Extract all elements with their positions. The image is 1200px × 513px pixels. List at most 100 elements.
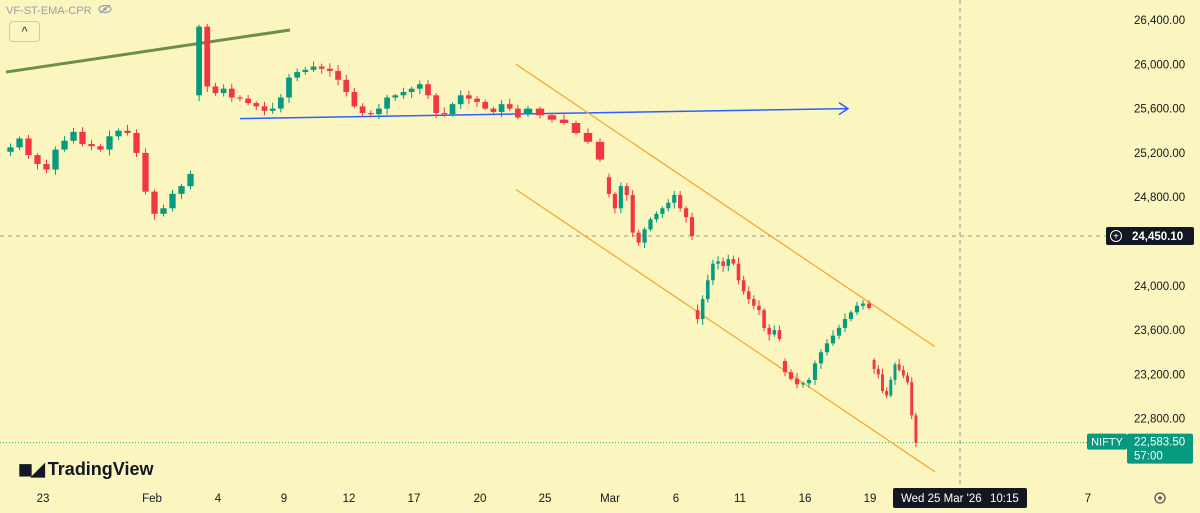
- candle: [612, 192, 617, 214]
- axis-layer: 26,400.00 26,000.00 25,600.00 25,200.00 24,8…: [37, 15, 1186, 505]
- candle: [34, 153, 41, 170]
- candle: [160, 204, 167, 217]
- candle: [490, 106, 497, 114]
- candle: [660, 206, 665, 219]
- indicator-legend[interactable]: VF-ST-EMA-CPR: [6, 4, 112, 17]
- candle-body: [746, 291, 751, 300]
- candle-body: [245, 98, 251, 104]
- candle: [700, 295, 705, 325]
- candle: [901, 365, 905, 379]
- candle-body: [794, 378, 800, 385]
- candle-body: [901, 369, 905, 376]
- candle: [762, 308, 766, 332]
- candle: [433, 93, 440, 119]
- candle: [893, 362, 897, 385]
- candle-body: [812, 363, 818, 380]
- symbol-tag-text: NIFTY: [1091, 437, 1123, 449]
- candle: [124, 124, 131, 136]
- candle: [648, 217, 653, 232]
- candle: [860, 300, 866, 310]
- candle-body: [34, 155, 41, 164]
- candle-body: [376, 108, 382, 115]
- collapse-legend-button[interactable]: ^: [9, 21, 40, 42]
- candle-body: [106, 136, 113, 150]
- candle-body: [806, 379, 812, 384]
- candle: [343, 74, 350, 97]
- ray-arrow-head: [838, 101, 850, 116]
- candle: [169, 189, 176, 212]
- x-axis-tick: 25: [539, 493, 552, 505]
- indicator-name: VF-ST-EMA-CPR: [6, 4, 92, 17]
- candle-body: [335, 70, 341, 80]
- candle-body: [788, 372, 794, 379]
- candle-body: [169, 193, 176, 209]
- candle: [204, 23, 211, 93]
- crosshair-price-bg: [1106, 226, 1194, 245]
- y-axis-tick: 25,600.00: [1134, 104, 1185, 116]
- candle: [449, 102, 456, 117]
- tradingview-logo[interactable]: ◼◢ TradingView: [18, 459, 154, 480]
- candle: [757, 300, 761, 316]
- candle-body: [277, 97, 284, 109]
- eye-off-icon[interactable]: [97, 4, 112, 17]
- candle-body: [866, 303, 872, 308]
- candle-body: [457, 95, 464, 105]
- candle: [286, 73, 292, 103]
- candle-body: [914, 415, 918, 443]
- candle-body: [178, 186, 185, 194]
- candle: [654, 211, 659, 223]
- candle: [237, 95, 243, 102]
- candle-body: [302, 69, 309, 73]
- candle-body: [124, 130, 131, 133]
- candle: [535, 106, 545, 119]
- candle: [70, 127, 77, 144]
- candle: [52, 146, 59, 175]
- candle-body: [449, 104, 456, 115]
- candle: [515, 104, 521, 120]
- candle-body: [351, 91, 358, 107]
- trendline-green-resistance-line: [5, 28, 291, 74]
- candle-body: [836, 327, 842, 336]
- candle-body: [618, 186, 623, 209]
- x-axis-tick: 7: [1085, 493, 1091, 505]
- candle: [636, 229, 641, 246]
- x-axis-tick: 11: [734, 493, 746, 505]
- y-axis-tick: 26,400.00: [1134, 15, 1185, 27]
- y-axis-tick: 22,800.00: [1134, 414, 1185, 426]
- chart-settings-icon[interactable]: [1154, 492, 1166, 504]
- candle-body: [294, 72, 301, 78]
- candle: [595, 138, 605, 162]
- x-axis-tick: 16: [799, 493, 812, 505]
- candle: [571, 120, 581, 135]
- candle: [506, 98, 513, 111]
- x-axis-tick: 6: [673, 493, 679, 505]
- gear-ring: [1154, 492, 1166, 504]
- candle: [294, 68, 301, 82]
- candle: [7, 143, 14, 156]
- candle-body: [318, 66, 325, 69]
- candle: [642, 227, 647, 249]
- candle-body: [648, 219, 653, 230]
- candle: [400, 87, 407, 99]
- candle: [498, 100, 505, 118]
- candle-body: [711, 263, 715, 281]
- add-alert-icon: [1110, 229, 1122, 242]
- candle-body: [7, 147, 14, 152]
- candle: [678, 190, 683, 212]
- candle: [836, 324, 842, 340]
- candle-body: [893, 364, 897, 380]
- candle: [43, 159, 50, 173]
- candle: [876, 365, 880, 379]
- candle-body: [547, 115, 557, 120]
- candle-body: [392, 95, 399, 98]
- x-axis-tick: 23: [37, 493, 50, 505]
- candle: [474, 95, 480, 108]
- candle-body: [630, 194, 635, 233]
- candle-body: [636, 232, 641, 243]
- candle: [872, 358, 876, 374]
- candle-body: [425, 84, 431, 96]
- candle-body: [672, 194, 677, 203]
- y-axis-tick: 24,000.00: [1134, 281, 1185, 293]
